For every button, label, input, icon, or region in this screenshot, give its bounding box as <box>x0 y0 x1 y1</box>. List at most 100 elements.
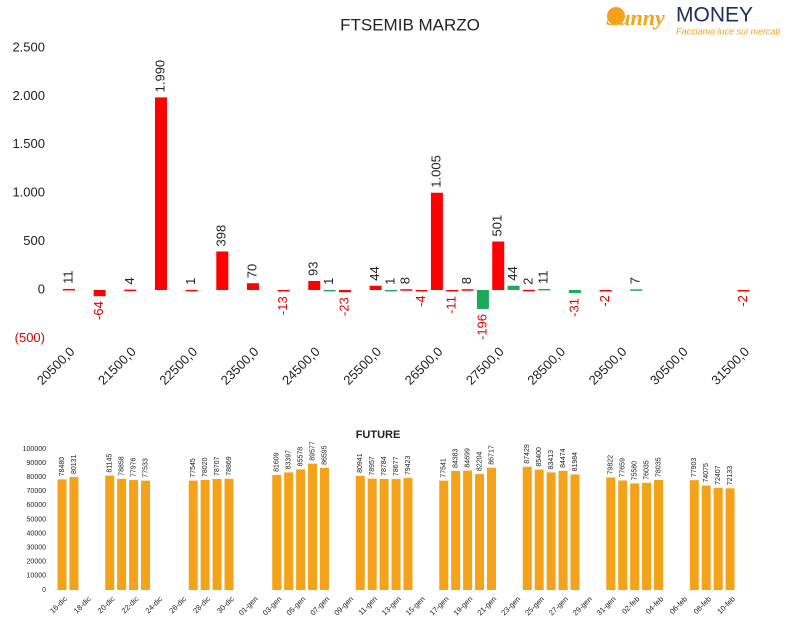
bar <box>391 479 401 590</box>
x-tick-label: 23500,0 <box>218 344 262 388</box>
data-label: 85578 <box>297 447 304 467</box>
data-label: 77659 <box>620 458 627 478</box>
bar <box>63 288 75 291</box>
bar <box>296 469 306 590</box>
bar <box>430 192 443 290</box>
data-label: 75580 <box>631 461 638 481</box>
x-tick-label: 20500,0 <box>34 344 78 388</box>
x-tick-label: 22-dic <box>120 594 141 615</box>
y-tick-label: 1.000 <box>12 185 45 200</box>
x-tick-label: 31500,0 <box>708 344 752 388</box>
bar <box>57 479 67 590</box>
x-tick-label: 25-gen <box>523 594 546 617</box>
data-label: 79822 <box>608 455 615 475</box>
bar <box>725 488 735 590</box>
bar <box>379 478 389 590</box>
x-tick-label: 29-gen <box>571 594 594 617</box>
x-tick-label: 18-dic <box>72 594 93 615</box>
data-label: 78020 <box>202 457 209 477</box>
bar <box>69 477 79 590</box>
x-tick-label: 30500,0 <box>647 344 691 388</box>
bar <box>369 285 382 290</box>
x-tick-label: 15-gen <box>404 594 427 617</box>
data-label: 89577 <box>309 441 316 461</box>
y-tick-label: (500) <box>15 330 45 345</box>
x-tick-label: 30-dic <box>215 594 236 615</box>
data-label: -2 <box>735 295 750 307</box>
data-label: 78480 <box>59 457 66 477</box>
bar <box>570 474 580 590</box>
chart-title: FUTURE <box>356 429 401 441</box>
y-tick-label: 60000 <box>27 502 47 509</box>
bar <box>630 289 643 291</box>
y-tick-label: 2.500 <box>12 39 45 54</box>
x-tick-label: 31-gen <box>595 594 618 617</box>
bar <box>737 290 750 292</box>
x-tick-label: 07-gen <box>308 594 331 617</box>
x-tick-label: 05-gen <box>285 594 308 617</box>
x-tick-label: 25500,0 <box>340 344 384 388</box>
data-label: 84699 <box>464 448 471 468</box>
bar <box>461 289 474 291</box>
logo-brand: Sunny <box>606 5 665 30</box>
data-label: 83397 <box>286 450 293 470</box>
bar <box>606 477 616 590</box>
bar <box>630 483 640 590</box>
bar <box>522 289 535 292</box>
bar <box>308 463 318 590</box>
bar <box>117 478 127 590</box>
bar <box>522 466 532 590</box>
data-label: 8 <box>398 277 413 284</box>
y-tick-label: 0 <box>42 587 46 594</box>
bar <box>200 479 210 590</box>
x-tick-label: 01-gen <box>237 594 260 617</box>
x-tick-label: 21500,0 <box>95 344 139 388</box>
data-label: -11 <box>444 296 459 314</box>
bar <box>185 289 198 292</box>
bar <box>475 474 485 590</box>
bar <box>355 475 365 590</box>
data-label: 7 <box>628 277 643 284</box>
data-label: 78957 <box>369 456 376 476</box>
bar <box>568 290 581 294</box>
bar <box>689 480 699 590</box>
data-label: 81609 <box>274 452 281 472</box>
data-label: 80941 <box>357 453 364 473</box>
bar <box>277 290 290 292</box>
logo-brand: MONEY <box>676 4 753 27</box>
data-label: 44 <box>367 266 382 280</box>
x-tick-label: 28500,0 <box>524 344 568 388</box>
x-tick-label: 11-gen <box>357 594 379 616</box>
data-label: 398 <box>214 225 229 247</box>
data-label: 78707 <box>214 456 221 476</box>
bar <box>439 480 449 590</box>
bar <box>403 478 413 590</box>
bar <box>446 290 459 292</box>
data-label: -2 <box>597 295 612 307</box>
data-label: 1.990 <box>152 60 167 93</box>
bar <box>546 472 556 590</box>
bar <box>284 472 294 590</box>
x-tick-label: 03-gen <box>261 594 284 617</box>
bar <box>486 467 496 590</box>
data-label: 84383 <box>453 448 460 468</box>
data-label: 87429 <box>524 444 531 464</box>
bar <box>224 478 234 590</box>
data-label: 44 <box>505 266 520 280</box>
x-tick-label: 04-feb <box>644 594 665 615</box>
y-tick-label: 30000 <box>27 545 47 552</box>
bar <box>713 487 723 590</box>
bar <box>323 289 336 292</box>
y-tick-label: 10000 <box>27 573 47 580</box>
data-label: 77903 <box>691 458 698 478</box>
data-label: 78858 <box>118 456 125 476</box>
x-tick-label: 02-feb <box>620 594 641 615</box>
data-label: 1.005 <box>428 155 443 188</box>
data-label: 1 <box>183 278 198 285</box>
bar <box>701 485 711 590</box>
logo-tagline: Facciamo luce sui mercati <box>676 26 781 36</box>
x-tick-label: 16-dic <box>48 594 69 615</box>
bar <box>538 288 551 291</box>
data-label: -23 <box>336 297 351 316</box>
